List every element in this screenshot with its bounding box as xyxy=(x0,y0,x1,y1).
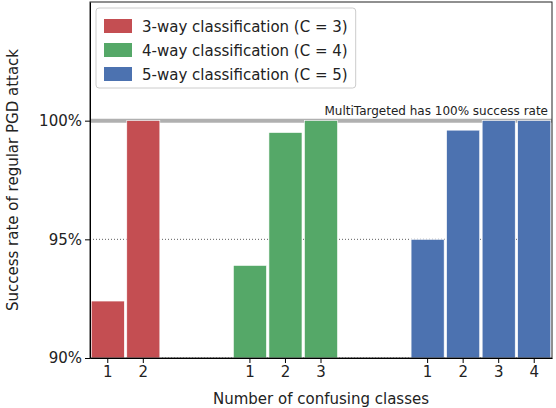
grid xyxy=(90,121,552,358)
frame xyxy=(90,2,552,358)
tick-label: 2 xyxy=(458,363,468,381)
tick: 90% xyxy=(49,349,90,367)
tick: 95% xyxy=(49,231,90,249)
tick-mark xyxy=(85,358,90,359)
legend: 3-way classification (C = 3) 4-way classi… xyxy=(96,8,356,88)
tick-label: 2 xyxy=(281,363,291,381)
annotation: MultiTargeted has 100% success rate xyxy=(324,104,548,118)
tick-mark xyxy=(85,121,90,122)
legend-swatch xyxy=(104,19,132,33)
tick-label: 1 xyxy=(245,363,255,381)
legend-label: 4-way classification (C = 4) xyxy=(142,42,348,60)
marks xyxy=(90,121,552,358)
y-axis-title: Success rate of regular PGD attack xyxy=(4,49,22,311)
legend-box xyxy=(96,8,356,88)
axis-line xyxy=(90,3,91,359)
tick-label: 1 xyxy=(423,363,433,381)
y-axis: 90% 95% 100% xyxy=(39,3,90,368)
tick: 2 xyxy=(458,358,468,381)
tick: 2 xyxy=(139,358,149,381)
chart: MultiTargeted has 100% success rate 1 2 1 2 3… xyxy=(0,0,556,408)
tick: 4 xyxy=(529,358,539,381)
tick-label: 100% xyxy=(39,112,82,130)
bar xyxy=(233,265,266,358)
plot: MultiTargeted has 100% success rate 1 2 1 2 3… xyxy=(39,2,552,381)
tick: 1 xyxy=(103,358,113,381)
tick-label: 3 xyxy=(494,363,504,381)
bar xyxy=(91,301,124,358)
tick: 1 xyxy=(423,358,433,381)
tick: 2 xyxy=(281,358,291,381)
bar-series xyxy=(91,121,160,358)
tick-label: 3 xyxy=(316,363,326,381)
tick-label: 90% xyxy=(49,349,82,367)
bar xyxy=(127,121,160,358)
legend-item: 5-way classification (C = 5) xyxy=(104,66,348,84)
tick-label: 95% xyxy=(49,231,82,249)
bar xyxy=(518,121,551,358)
bar xyxy=(447,130,480,358)
tick-label: 2 xyxy=(139,363,149,381)
legend-label: 5-way classification (C = 5) xyxy=(142,66,348,84)
bar-series xyxy=(411,121,551,358)
tick-mark xyxy=(85,239,90,240)
bar-series xyxy=(233,121,337,358)
legend-item: 4-way classification (C = 4) xyxy=(104,42,348,60)
legend-swatch xyxy=(104,67,132,81)
bar xyxy=(269,133,302,358)
bar xyxy=(411,239,444,358)
tick: 3 xyxy=(316,358,326,381)
x-axis: 1 2 1 2 3 1 2 3 4 xyxy=(91,358,553,381)
x-axis-title: Number of confusing classes xyxy=(213,390,429,408)
tick: 1 xyxy=(245,358,255,381)
legend-label: 3-way classification (C = 3) xyxy=(142,18,348,36)
bar xyxy=(304,121,337,358)
bar xyxy=(482,121,515,358)
tick-label: 4 xyxy=(529,363,539,381)
legend-item: 3-way classification (C = 3) xyxy=(104,18,348,36)
tick-label: 1 xyxy=(103,363,113,381)
tick: 100% xyxy=(39,112,90,130)
tick: 3 xyxy=(494,358,504,381)
legend-swatch xyxy=(104,43,132,57)
